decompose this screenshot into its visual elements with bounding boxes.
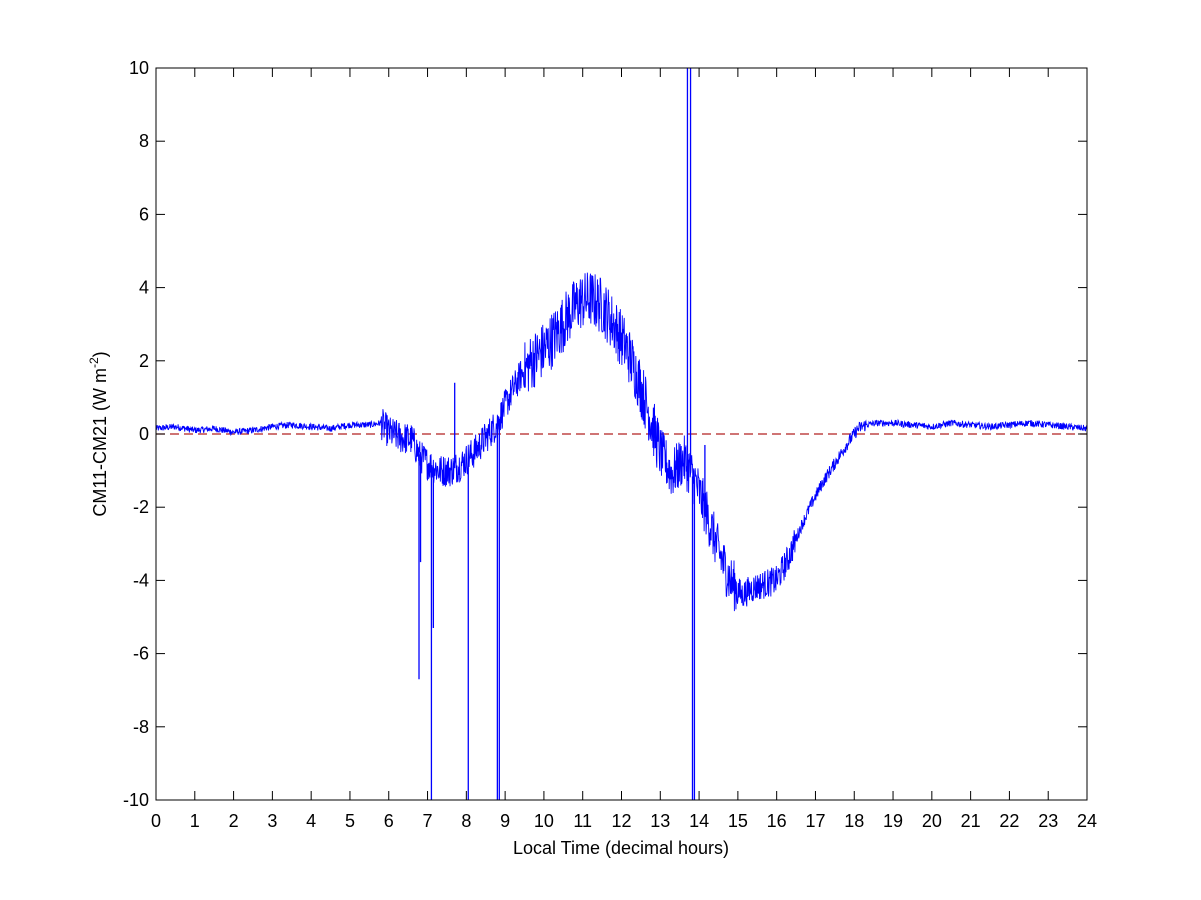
x-tick-label: 23 [1038, 811, 1058, 831]
x-tick-label: 3 [267, 811, 277, 831]
x-tick-label: 0 [151, 811, 161, 831]
x-tick-label: 19 [883, 811, 903, 831]
x-tick-label: 6 [384, 811, 394, 831]
y-tick-label: -2 [133, 497, 149, 517]
x-tick-label: 12 [611, 811, 631, 831]
x-tick-label: 21 [961, 811, 981, 831]
y-tick-label: -10 [123, 790, 149, 810]
x-tick-label: 17 [805, 811, 825, 831]
x-axis-label: Local Time (decimal hours) [513, 838, 729, 858]
x-tick-label: 7 [423, 811, 433, 831]
x-tick-label: 18 [844, 811, 864, 831]
y-axis-label: CM11-CM21 (W m-2) [87, 351, 110, 516]
x-tick-label: 15 [728, 811, 748, 831]
x-tick-label: 24 [1077, 811, 1097, 831]
y-tick-label: -6 [133, 644, 149, 664]
y-tick-label: -8 [133, 717, 149, 737]
x-tick-label: 2 [229, 811, 239, 831]
y-tick-label: 0 [139, 424, 149, 444]
y-axis-label-superscript: -2 [87, 357, 101, 368]
plot-area [156, 68, 1087, 800]
y-tick-label: 2 [139, 351, 149, 371]
x-tick-label: 4 [306, 811, 316, 831]
x-tick-label: 5 [345, 811, 355, 831]
y-tick-label: 10 [129, 58, 149, 78]
y-tick-label: -4 [133, 570, 149, 590]
y-axis: -10 -8 -6 -4 -2 0 2 4 6 8 10 [123, 58, 1087, 810]
y-axis-label-tail: ) [90, 351, 110, 357]
x-tick-label: 9 [500, 811, 510, 831]
chart-marks [156, 68, 1087, 800]
y-tick-label: 4 [139, 278, 149, 298]
x-tick-label: 14 [689, 811, 709, 831]
x-tick-label: 22 [999, 811, 1019, 831]
series-line [156, 272, 1087, 612]
x-tick-label: 1 [190, 811, 200, 831]
y-axis-label-main: CM11-CM21 (W m [90, 368, 110, 517]
x-tick-label: 16 [767, 811, 787, 831]
y-tick-label: 8 [139, 131, 149, 151]
x-tick-label: 10 [534, 811, 554, 831]
x-tick-label: 11 [573, 811, 592, 831]
x-tick-label: 20 [922, 811, 942, 831]
x-tick-label: 8 [461, 811, 471, 831]
y-tick-label: 6 [139, 204, 149, 224]
x-tick-label: 13 [650, 811, 670, 831]
x-axis: 0 1 2 3 4 5 6 7 8 9 10 11 12 13 14 15 16 17 18 19 20 21 22 23 24 [151, 68, 1097, 831]
